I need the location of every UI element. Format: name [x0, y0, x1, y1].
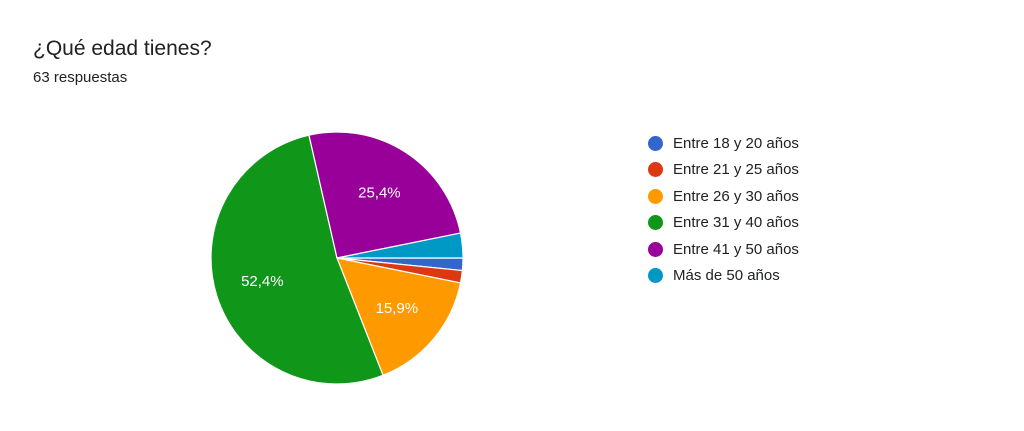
- legend-item-31-40[interactable]: Entre 31 y 40 años: [648, 210, 799, 237]
- pie-slice-26-30[interactable]: [336, 257, 462, 377]
- legend-swatch-icon: [648, 268, 663, 284]
- legend-label: Entre 41 y 50 años: [673, 240, 799, 258]
- legend-item-21-25[interactable]: Entre 21 y 25 años: [648, 157, 799, 184]
- pie-slice-41-50[interactable]: [308, 131, 462, 259]
- pie-slice-over-50[interactable]: [336, 232, 464, 259]
- legend-swatch-icon: [648, 188, 663, 204]
- pie-label-31-40: 52,4%: [241, 273, 284, 290]
- legend-item-18-20[interactable]: Entre 18 y 20 años: [648, 130, 799, 157]
- legend-item-26-30[interactable]: Entre 26 y 30 años: [648, 183, 799, 210]
- legend-label: Más de 50 años: [673, 267, 780, 285]
- legend-swatch-icon: [648, 162, 663, 178]
- legend-label: Entre 21 y 25 años: [673, 161, 799, 179]
- legend-label: Entre 31 y 40 años: [673, 214, 799, 232]
- pie-label-41-50: 25,4%: [358, 184, 401, 201]
- response-count: 63 respuestas: [33, 69, 128, 86]
- chart-header: ¿Qué edad tienes? 63 respuestas: [33, 36, 212, 88]
- legend-swatch-icon: [648, 215, 663, 231]
- legend-swatch-icon: [648, 241, 663, 257]
- legend-label: Entre 18 y 20 años: [673, 134, 799, 152]
- chart-legend: Entre 18 y 20 años Entre 21 y 25 años Entr…: [648, 130, 799, 289]
- pie-label-26-30: 15,9%: [376, 300, 419, 317]
- legend-item-over-50[interactable]: Más de 50 años: [648, 263, 799, 290]
- legend-item-41-50[interactable]: Entre 41 y 50 años: [648, 236, 799, 263]
- chart-title: ¿Qué edad tienes?: [33, 37, 212, 60]
- legend-swatch-icon: [648, 135, 663, 151]
- legend-label: Entre 26 y 30 años: [673, 187, 799, 205]
- pie-slice-31-40[interactable]: [210, 134, 384, 385]
